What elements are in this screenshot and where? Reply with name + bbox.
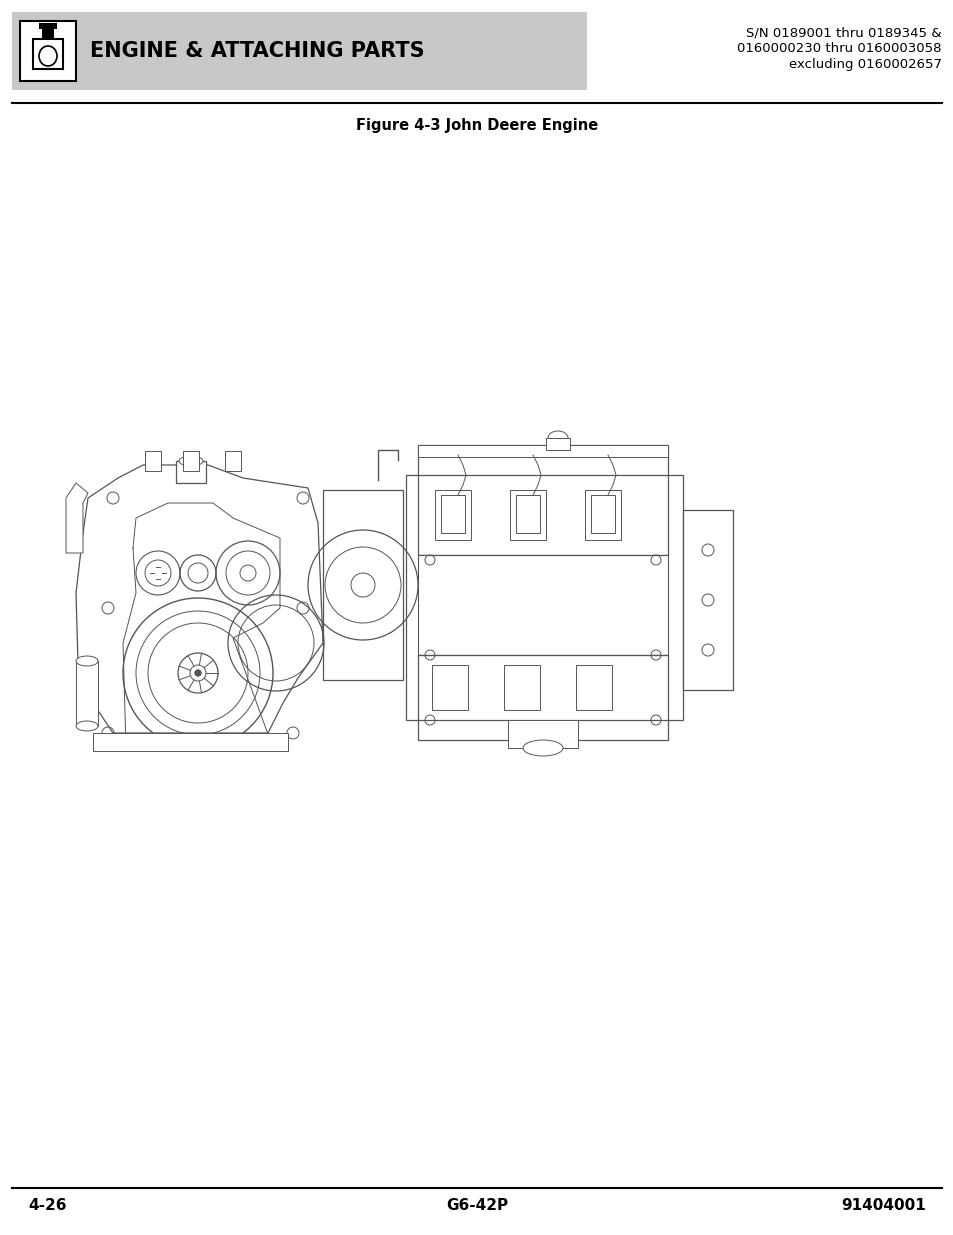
- Bar: [417, 445, 667, 457]
- Bar: [682, 510, 732, 690]
- Bar: [417, 655, 667, 720]
- Text: G6-42P: G6-42P: [445, 1198, 508, 1213]
- Text: 4-26: 4-26: [28, 1198, 67, 1213]
- Text: 0160000230 thru 0160003058: 0160000230 thru 0160003058: [737, 42, 941, 56]
- Bar: [20, 21, 76, 82]
- Bar: [175, 461, 206, 483]
- Polygon shape: [33, 40, 63, 69]
- Text: 91404001: 91404001: [841, 1198, 925, 1213]
- Ellipse shape: [547, 431, 567, 445]
- Ellipse shape: [179, 456, 203, 466]
- Bar: [183, 451, 199, 471]
- Bar: [507, 720, 578, 748]
- Bar: [323, 490, 402, 680]
- Bar: [76, 661, 98, 726]
- Bar: [92, 734, 288, 751]
- Bar: [516, 495, 539, 534]
- Text: excluding 0160002657: excluding 0160002657: [788, 58, 941, 70]
- Polygon shape: [66, 483, 88, 553]
- Ellipse shape: [522, 740, 562, 756]
- Bar: [39, 23, 57, 28]
- Polygon shape: [406, 445, 682, 740]
- Bar: [435, 490, 471, 540]
- Bar: [545, 438, 569, 450]
- Bar: [42, 28, 54, 40]
- Bar: [432, 664, 468, 710]
- Bar: [440, 495, 464, 534]
- Bar: [145, 451, 161, 471]
- Bar: [12, 12, 586, 90]
- Circle shape: [194, 671, 201, 676]
- Text: ENGINE & ATTACHING PARTS: ENGINE & ATTACHING PARTS: [90, 41, 424, 61]
- Text: S/N 0189001 thru 0189345 &: S/N 0189001 thru 0189345 &: [745, 26, 941, 40]
- Ellipse shape: [76, 721, 98, 731]
- Bar: [590, 495, 615, 534]
- Text: Figure 4-3 John Deere Engine: Figure 4-3 John Deere Engine: [355, 119, 598, 133]
- Ellipse shape: [76, 656, 98, 666]
- Bar: [417, 555, 667, 655]
- Bar: [225, 451, 241, 471]
- Bar: [503, 664, 539, 710]
- Bar: [584, 490, 620, 540]
- Bar: [576, 664, 612, 710]
- Ellipse shape: [39, 46, 57, 65]
- Bar: [510, 490, 545, 540]
- Polygon shape: [76, 466, 323, 734]
- Bar: [417, 475, 667, 555]
